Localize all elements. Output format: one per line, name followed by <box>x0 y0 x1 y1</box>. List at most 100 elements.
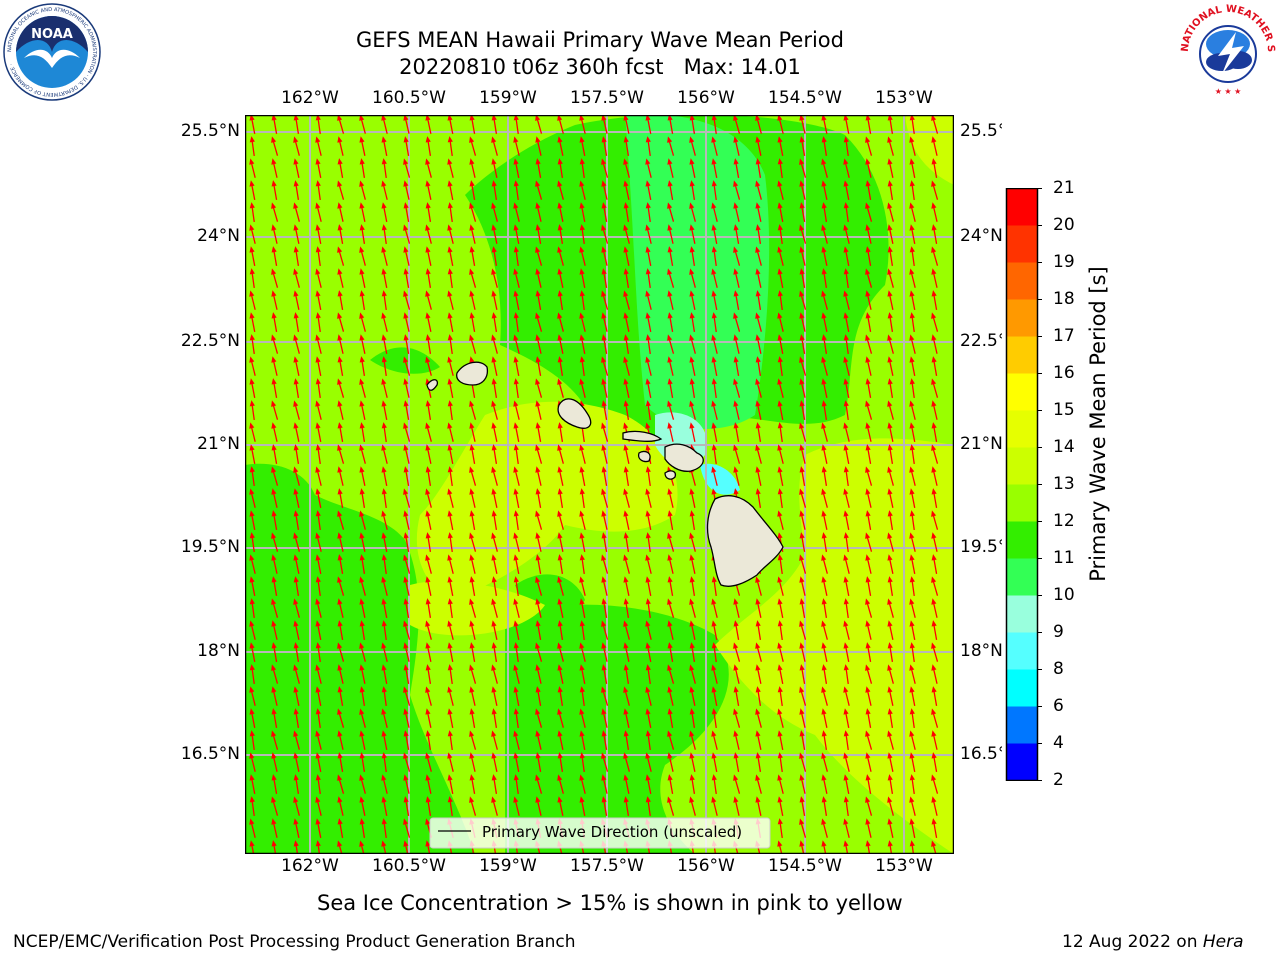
wave-arrow <box>909 752 916 772</box>
wave-arrow <box>293 378 300 398</box>
wave-arrow <box>293 466 300 486</box>
colorbar-segment <box>1006 336 1038 374</box>
period-fill-13-14-southwest <box>410 581 545 636</box>
wave-arrow <box>887 488 894 508</box>
wave-arrow <box>777 576 784 596</box>
wave-arrow <box>513 334 520 354</box>
period-fill-11-12-southwest <box>245 463 475 854</box>
wave-arrow <box>315 840 321 854</box>
wave-arrow <box>359 202 366 222</box>
wave-arrow <box>293 598 300 618</box>
wave-arrow <box>337 488 344 508</box>
wave-arrow <box>271 224 278 244</box>
wave-arrow <box>491 664 498 684</box>
wave-arrow <box>733 400 740 420</box>
wave-arrow <box>469 268 477 288</box>
wave-arrow <box>931 598 938 618</box>
wave-arrow <box>667 554 674 574</box>
wave-arrow <box>689 378 696 398</box>
wave-arrow <box>293 752 300 772</box>
wave-arrow <box>711 796 718 816</box>
wave-arrow <box>843 554 850 574</box>
wave-arrow <box>469 664 477 684</box>
wave-arrow <box>777 268 784 288</box>
wave-arrow <box>447 246 454 266</box>
wave-arrow <box>557 686 564 706</box>
wave-arrow <box>579 620 585 641</box>
wave-arrow <box>579 158 585 179</box>
wave-arrow <box>909 400 916 420</box>
wave-arrow <box>315 202 322 222</box>
wave-arrow <box>865 400 873 420</box>
wave-arrow <box>557 356 564 376</box>
wave-arrow <box>447 378 454 398</box>
colorbar-segment <box>1006 410 1038 448</box>
wave-arrow <box>909 620 916 640</box>
map-title: GEFS MEAN Hawaii Primary Wave Mean Perio… <box>356 28 844 52</box>
wave-arrow <box>557 312 564 332</box>
wave-arrow <box>359 752 366 772</box>
wave-arrow <box>821 268 828 288</box>
wave-arrow <box>293 158 300 178</box>
wave-arrow <box>667 642 674 662</box>
wave-arrow <box>689 576 696 596</box>
branch-footer: NCEP/EMC/Verification Post Processing Pr… <box>13 932 576 952</box>
wave-arrow <box>315 708 321 729</box>
wave-arrow <box>293 290 300 310</box>
wave-arrow <box>623 224 630 244</box>
wave-arrow <box>645 554 652 574</box>
wave-arrow <box>469 422 476 442</box>
wave-arrow <box>909 796 916 816</box>
wave-arrow <box>931 312 939 332</box>
wave-arrow <box>909 115 915 135</box>
wave-arrow <box>249 312 256 332</box>
wave-arrow <box>799 158 807 178</box>
wave-arrow <box>645 796 651 817</box>
wave-arrow <box>931 664 938 684</box>
wave-arrow <box>315 730 322 750</box>
wave-arrow <box>733 796 740 816</box>
wave-arrow <box>425 532 432 552</box>
wave-arrow <box>557 642 564 662</box>
wave-arrow <box>733 334 740 354</box>
wave-arrow <box>623 444 630 464</box>
lon-tick-label-top: 160.5°W <box>372 88 446 108</box>
wave-arrow <box>821 312 828 332</box>
wave-arrow <box>865 576 872 596</box>
lon-tick-label-top: 157.5°W <box>570 88 644 108</box>
wave-arrow <box>733 136 740 156</box>
wave-arrow <box>909 158 916 178</box>
wave-arrow <box>359 532 366 552</box>
wave-arrow <box>865 642 872 662</box>
colorbar-segment <box>1006 521 1038 559</box>
wave-arrow <box>381 136 388 156</box>
wave-arrow <box>909 224 916 244</box>
wave-arrow <box>689 598 696 618</box>
wave-arrow <box>755 620 762 640</box>
wave-arrow <box>645 488 652 508</box>
wave-arrow <box>513 598 520 618</box>
wave-arrow <box>271 356 278 376</box>
wave-arrow <box>909 532 916 552</box>
wave-arrow <box>931 620 938 640</box>
wave-arrow <box>359 466 366 486</box>
wave-arrow <box>733 422 740 442</box>
wave-arrow <box>293 224 300 244</box>
wave-arrow <box>249 290 256 310</box>
wave-arrow <box>821 422 828 442</box>
wave-arrow <box>645 686 652 706</box>
wave-arrow <box>821 224 828 244</box>
colorbar-segment <box>1006 225 1038 263</box>
wave-arrow <box>843 620 850 640</box>
wave-arrow <box>777 796 784 816</box>
wave-arrow <box>931 554 938 574</box>
wave-arrow <box>777 642 784 662</box>
wave-arrow <box>689 290 696 310</box>
wave-arrow <box>799 554 807 574</box>
wave-arrow <box>711 158 718 178</box>
wave-arrow <box>711 686 718 706</box>
wave-arrow <box>579 752 585 773</box>
wave-arrow <box>821 180 828 200</box>
wave-arrow <box>777 620 783 641</box>
wave-arrow <box>535 312 543 332</box>
